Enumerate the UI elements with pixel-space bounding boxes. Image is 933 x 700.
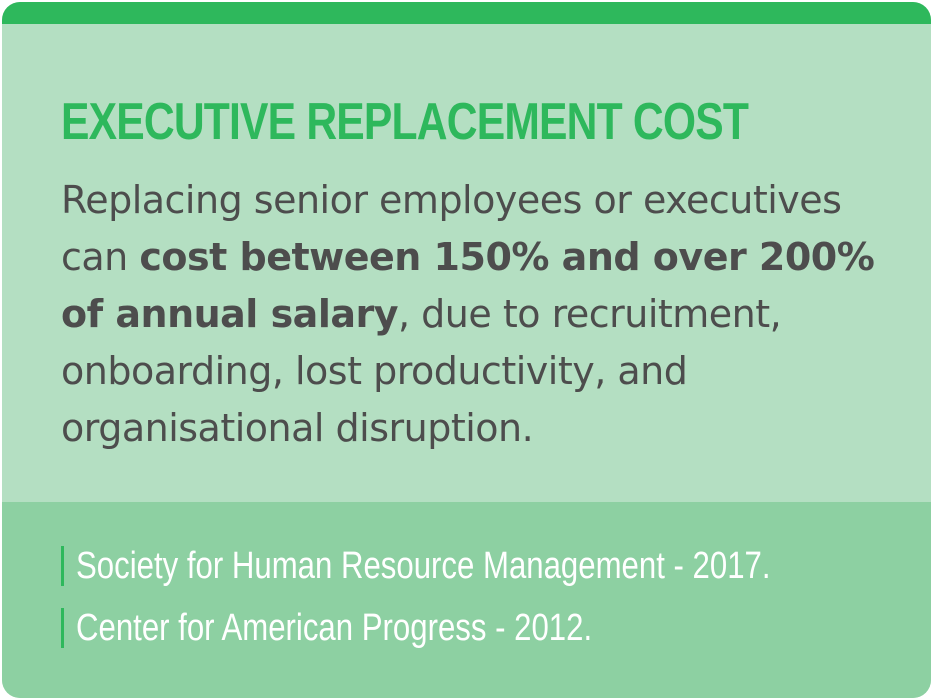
source-bullet-bar	[61, 546, 64, 586]
sources-section	[2, 502, 931, 698]
body-text-rest: , due to recruitment, onboarding, lost p…	[61, 292, 782, 450]
source-bullet-bar	[61, 608, 64, 648]
card-content-section	[2, 24, 931, 502]
body-text-intro: Replacing senior employees or executives…	[61, 178, 842, 279]
card-title: EXECUTIVE REPLACEMENT COST	[61, 93, 749, 151]
body-text-highlight: cost between 150% and over 200% of annua…	[61, 235, 875, 336]
source-label: Society for Human Resource Management - …	[76, 544, 771, 587]
source-label: Center for American Progress - 2012.	[76, 606, 593, 649]
source-item: Society for Human Resource Management - …	[61, 544, 923, 588]
card-body-text: Replacing senior employees or executives…	[61, 172, 891, 457]
accent-top-bar	[2, 2, 931, 24]
source-item: Center for American Progress - 2012.	[61, 606, 705, 650]
